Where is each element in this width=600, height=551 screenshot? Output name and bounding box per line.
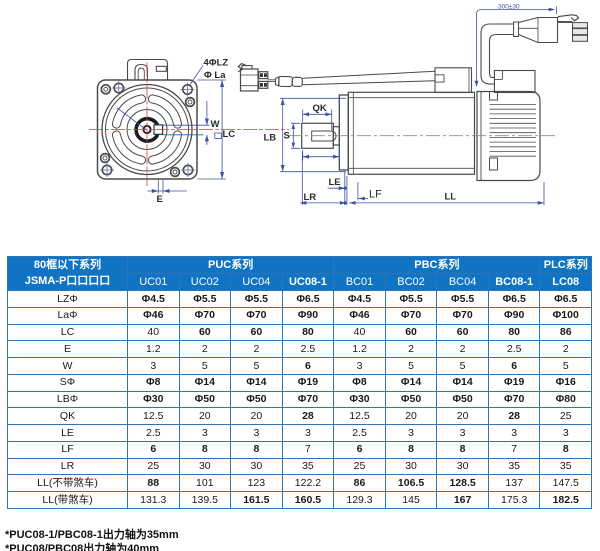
- svg-text:4ΦLZ: 4ΦLZ: [204, 58, 229, 69]
- svg-text:W: W: [211, 119, 220, 130]
- svg-text:300±30: 300±30: [498, 4, 520, 11]
- svg-text:LE: LE: [329, 177, 341, 188]
- svg-text:LL: LL: [445, 192, 457, 203]
- svg-text:LR: LR: [304, 192, 317, 203]
- svg-text:LF: LF: [369, 189, 382, 201]
- svg-text:E: E: [157, 194, 163, 205]
- svg-text:S: S: [284, 131, 290, 142]
- svg-text:LC: LC: [223, 129, 236, 140]
- svg-text:LB: LB: [264, 133, 277, 144]
- svg-text:Φ La: Φ La: [204, 70, 226, 81]
- svg-text:QK: QK: [313, 103, 327, 114]
